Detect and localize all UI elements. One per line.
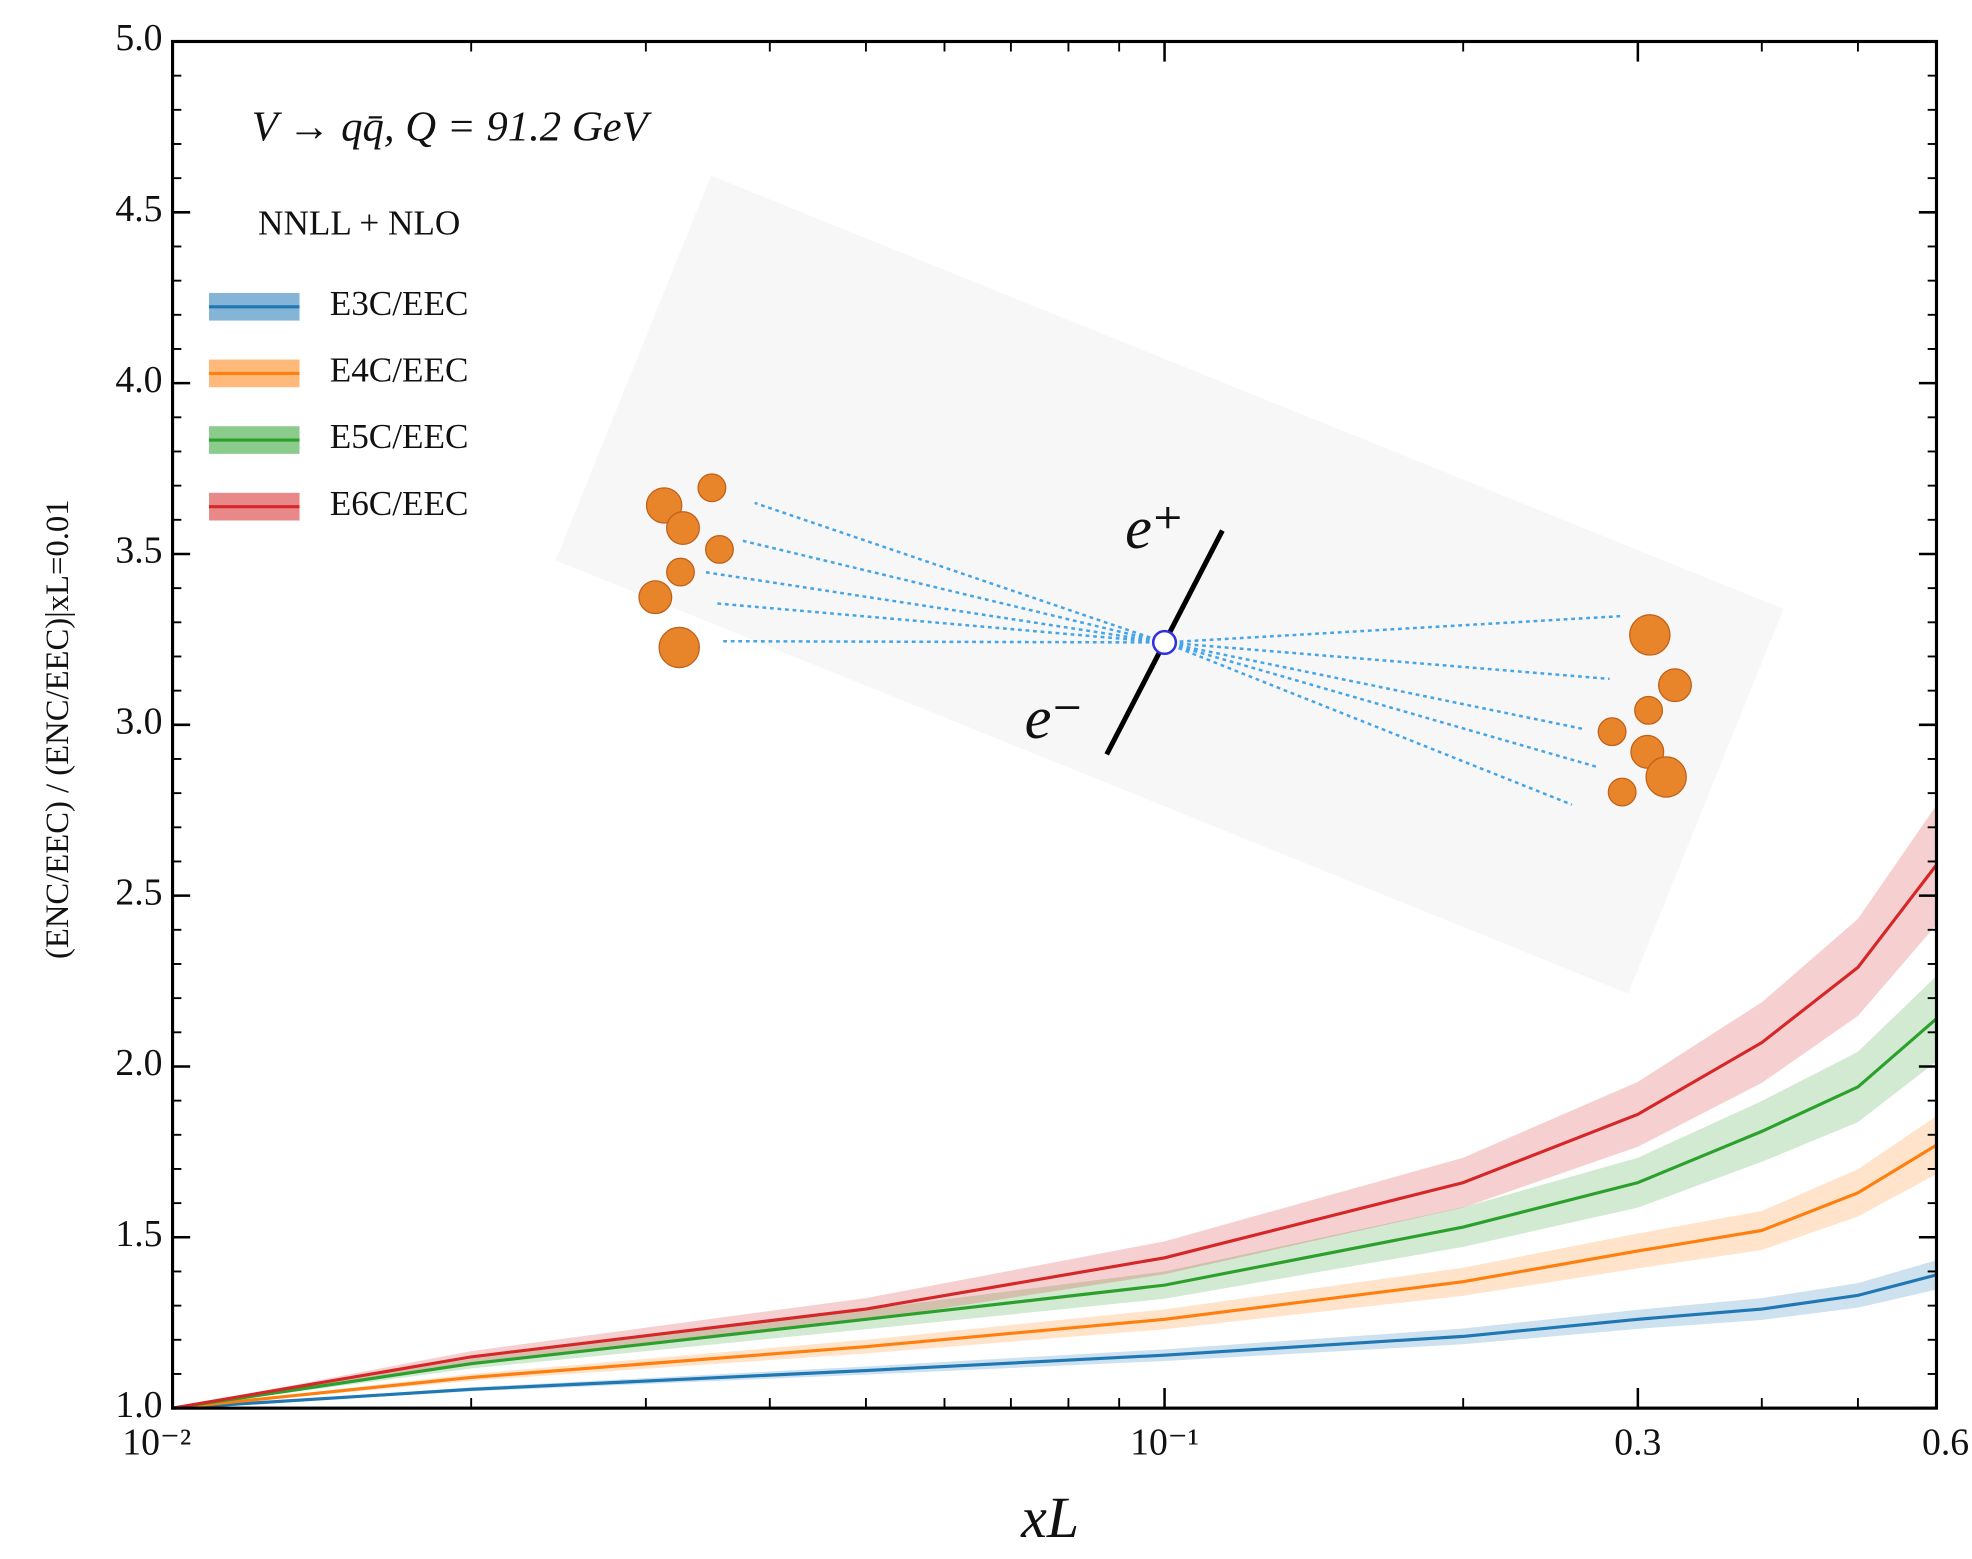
y-tick-label: 4.5: [115, 188, 162, 230]
legend-item: E4C/EEC: [209, 350, 469, 389]
legend-label: E4C/EEC: [330, 350, 469, 389]
positron-label: e⁺: [1125, 495, 1184, 562]
y-tick-label: 1.5: [115, 1213, 162, 1255]
hadrons: [638, 473, 1692, 807]
y-tick-label: 2.5: [115, 871, 162, 913]
x-axis-label: xL: [1020, 1485, 1079, 1550]
y-tick-label: 3.5: [115, 530, 162, 572]
electron-label: e⁻: [1025, 685, 1084, 752]
plot-area: [172, 805, 1938, 1410]
y-tick-label: 5.0: [115, 17, 162, 59]
vertex: [1151, 629, 1178, 656]
illustration-background: [555, 175, 1784, 994]
x-tick-label: 0.6: [1922, 1422, 1969, 1464]
legend-item: E6C/EEC: [209, 484, 469, 523]
y-tick-label: 3.0: [115, 700, 162, 742]
series-line: [172, 1143, 1938, 1410]
series-line: [172, 863, 1938, 1410]
y-axis-label: (ENC/EEC) / (ENC/EEC)|xL=0.01: [40, 499, 76, 959]
annotation: NNLL + NLO: [258, 203, 460, 242]
series-line: [172, 1273, 1937, 1410]
y-tick-label: 1.0: [115, 1384, 162, 1426]
uncertainty-band: [172, 975, 1937, 1409]
x-tick-label: 0.3: [1614, 1422, 1661, 1464]
x-tick-label: 10⁻²: [122, 1422, 191, 1464]
y-tick-label: 2.0: [115, 1042, 162, 1084]
legend-item: E3C/EEC: [209, 284, 469, 323]
legend-item: E5C/EEC: [209, 417, 469, 456]
illustration: e⁺ e⁻: [555, 175, 1784, 994]
uncertainty-band: [172, 805, 1937, 1409]
y-tick-label: 4.0: [115, 359, 162, 401]
series-line: [172, 1017, 1938, 1410]
jets: [704, 501, 1623, 806]
legend-label: E6C/EEC: [330, 484, 469, 523]
x-tick-label: 10⁻¹: [1130, 1422, 1199, 1464]
legend-label: E5C/EEC: [330, 417, 469, 456]
legend-label: E3C/EEC: [330, 284, 469, 323]
annotation: V → qq̄, Q = 91.2 GeV: [252, 104, 653, 151]
